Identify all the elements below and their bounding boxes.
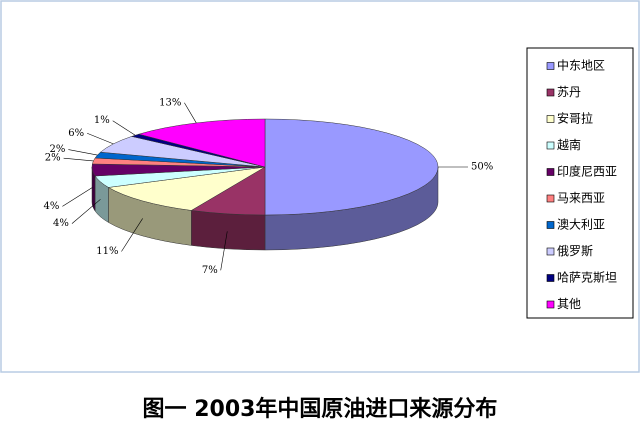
data-label: 2% <box>50 144 66 155</box>
slice <box>107 166 266 211</box>
leader-line <box>184 102 197 124</box>
leader-line <box>63 157 94 162</box>
data-label: 2% <box>45 153 61 164</box>
legend-swatch <box>546 141 555 150</box>
data-label: 6% <box>68 128 84 139</box>
legend-swatch <box>546 221 555 229</box>
legend-label: 澳大利亚 <box>557 218 605 232</box>
legend-swatch <box>546 300 555 309</box>
leader-line <box>86 132 114 145</box>
leader-line <box>68 149 98 156</box>
legend-label: 中东地区 <box>557 58 605 73</box>
data-label: 4% <box>44 201 60 212</box>
chart-title: 图一 2003年中国原油进口来源分布 <box>143 396 498 422</box>
data-label: 7% <box>202 265 218 276</box>
leader-line <box>71 199 101 224</box>
slice-side <box>191 210 266 251</box>
legend-swatch <box>546 274 555 282</box>
leader-line <box>112 120 136 136</box>
legend-box <box>526 47 634 319</box>
legend-swatch <box>546 62 555 70</box>
legend-label: 苏丹 <box>557 85 581 99</box>
leader-line <box>62 187 93 207</box>
legend-swatch <box>546 88 555 97</box>
data-label: 50% <box>471 162 493 173</box>
slice <box>137 118 266 168</box>
legend-swatch <box>546 168 555 176</box>
legend-label: 越南 <box>557 137 581 152</box>
legend-label: 其他 <box>557 297 581 311</box>
legend-swatch <box>546 115 555 123</box>
legend-swatch <box>546 194 555 203</box>
leader-line <box>220 231 228 271</box>
legend-label: 哈萨克斯坦 <box>557 271 617 285</box>
legend-label: 印度尼西亚 <box>557 164 617 179</box>
data-label: 1% <box>94 115 110 126</box>
legend-label: 俄罗斯 <box>557 244 593 258</box>
data-label: 11% <box>96 246 118 257</box>
data-label: 13% <box>159 97 181 108</box>
legend-swatch <box>546 247 555 256</box>
leader-line <box>121 218 143 252</box>
data-label: 4% <box>53 218 69 229</box>
legend-label: 安哥拉 <box>557 111 593 126</box>
legend-label: 马来西亚 <box>557 191 605 205</box>
